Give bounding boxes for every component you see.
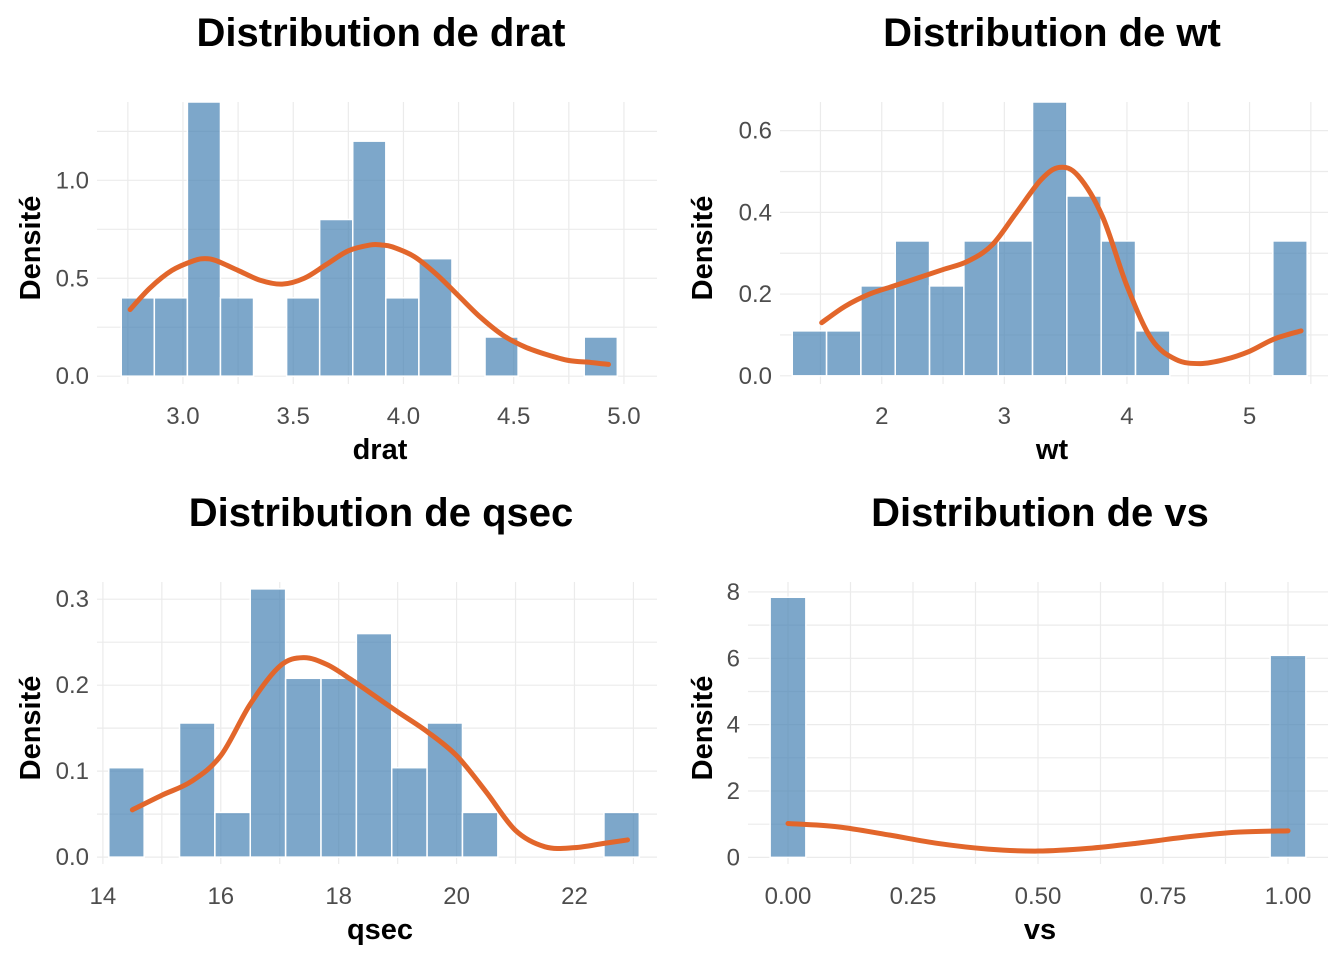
- y-tick-label: 8: [727, 579, 740, 606]
- histogram-bar: [1272, 240, 1308, 377]
- histogram-bar: [186, 101, 222, 377]
- histogram-bar: [214, 811, 252, 858]
- histogram-bar: [108, 766, 145, 858]
- histogram-bar: [997, 240, 1034, 377]
- histogram-bar: [355, 632, 393, 858]
- histogram-bar: [153, 297, 189, 377]
- x-tick-label: 14: [90, 883, 117, 910]
- y-tick-label: 0.6: [739, 118, 772, 145]
- panel-vs: Distribution de vs 0.00 0.25 0.50 0.75 1.00 …: [687, 491, 1328, 946]
- x-tick-label: 4.5: [497, 403, 530, 430]
- y-tick-label: 0.0: [56, 844, 89, 871]
- density-curve: [785, 821, 1291, 854]
- y-tick-label: 4: [727, 712, 740, 739]
- x-tick-label: 22: [561, 883, 588, 910]
- x-tick-label: 16: [207, 883, 234, 910]
- chart-title: Distribution de vs: [871, 491, 1209, 535]
- x-tick-label: 0.50: [1015, 883, 1062, 910]
- histogram-bar: [351, 140, 387, 377]
- y-axis-title: Densité: [687, 676, 719, 781]
- histogram-bar: [791, 330, 828, 377]
- x-tick-label: 0.75: [1140, 883, 1187, 910]
- x-tick-label: 3.5: [277, 403, 310, 430]
- histogram-bar: [1031, 101, 1068, 377]
- x-tick-label: 2: [875, 403, 888, 430]
- x-tick-label: 20: [443, 883, 470, 910]
- panel-drat: Distribution de drat 3.0 3.5 4.0 4.5 5.0 0.0…: [15, 11, 657, 466]
- histogram-bar: [894, 240, 931, 377]
- x-tick-label: 0.25: [890, 883, 937, 910]
- y-tick-label: 0.2: [739, 281, 772, 308]
- histogram-bar: [385, 297, 420, 377]
- y-tick-label: 6: [727, 645, 740, 672]
- x-tick-label: 18: [325, 883, 352, 910]
- y-axis-title: Densité: [15, 676, 47, 781]
- x-axis-title: qsec: [347, 914, 413, 946]
- y-tick-label: 0.1: [56, 758, 89, 785]
- histogram-bar: [963, 240, 999, 377]
- y-axis-title: Densité: [15, 196, 47, 301]
- histogram-bar: [860, 285, 896, 377]
- density-curve: [819, 164, 1304, 367]
- histogram-bar: [1066, 195, 1102, 377]
- histogram-bar: [583, 336, 619, 377]
- x-tick-label: 3.0: [166, 403, 199, 430]
- histogram-bar: [1269, 654, 1307, 859]
- histogram-bar: [603, 811, 641, 858]
- x-tick-label: 4.0: [387, 403, 420, 430]
- x-axis-title: drat: [353, 434, 408, 466]
- x-tick-label: 3: [998, 403, 1011, 430]
- density-curve: [129, 655, 631, 852]
- chart-title: Distribution de wt: [883, 11, 1221, 55]
- histogram-bar: [178, 722, 216, 858]
- histogram-bar: [285, 297, 321, 377]
- histogram-bar: [769, 596, 807, 859]
- x-tick-label: 5: [1243, 403, 1256, 430]
- histogram-bar: [928, 285, 965, 377]
- histogram-bar: [825, 330, 862, 377]
- histogram-bar: [249, 588, 287, 858]
- chart-title: Distribution de qsec: [189, 491, 574, 535]
- histogram-bar: [219, 297, 255, 377]
- histogram-bar: [390, 766, 428, 858]
- y-tick-label: 2: [727, 778, 740, 805]
- x-tick-label: 4: [1120, 403, 1133, 430]
- histogram-bar: [320, 677, 358, 858]
- histogram-bar: [461, 811, 499, 858]
- y-tick-label: 0.3: [56, 586, 89, 613]
- y-tick-label: 0.5: [56, 265, 89, 292]
- chart-title: Distribution de drat: [197, 11, 566, 55]
- x-tick-label: 5.0: [607, 403, 640, 430]
- histogram-bar: [318, 218, 354, 377]
- y-tick-label: 0.0: [739, 363, 772, 390]
- y-tick-label: 0.4: [739, 199, 772, 226]
- y-tick-label: 0: [727, 844, 740, 871]
- x-tick-label: 1.00: [1265, 883, 1312, 910]
- y-tick-label: 1.0: [56, 167, 89, 194]
- histogram-bar: [418, 257, 453, 377]
- y-tick-label: 0.2: [56, 672, 89, 699]
- x-axis-title: vs: [1024, 914, 1056, 946]
- x-tick-label: 0.00: [765, 883, 812, 910]
- density-curve: [127, 241, 611, 367]
- histogram-bar: [284, 677, 322, 858]
- y-axis-title: Densité: [687, 196, 719, 301]
- y-tick-label: 0.0: [56, 363, 89, 390]
- x-axis-title: wt: [1035, 434, 1069, 466]
- histogram-bar: [120, 297, 156, 377]
- panel-qsec: Distribution de qsec 14 16 18 20 22 0.0 0.1 0.…: [15, 491, 657, 946]
